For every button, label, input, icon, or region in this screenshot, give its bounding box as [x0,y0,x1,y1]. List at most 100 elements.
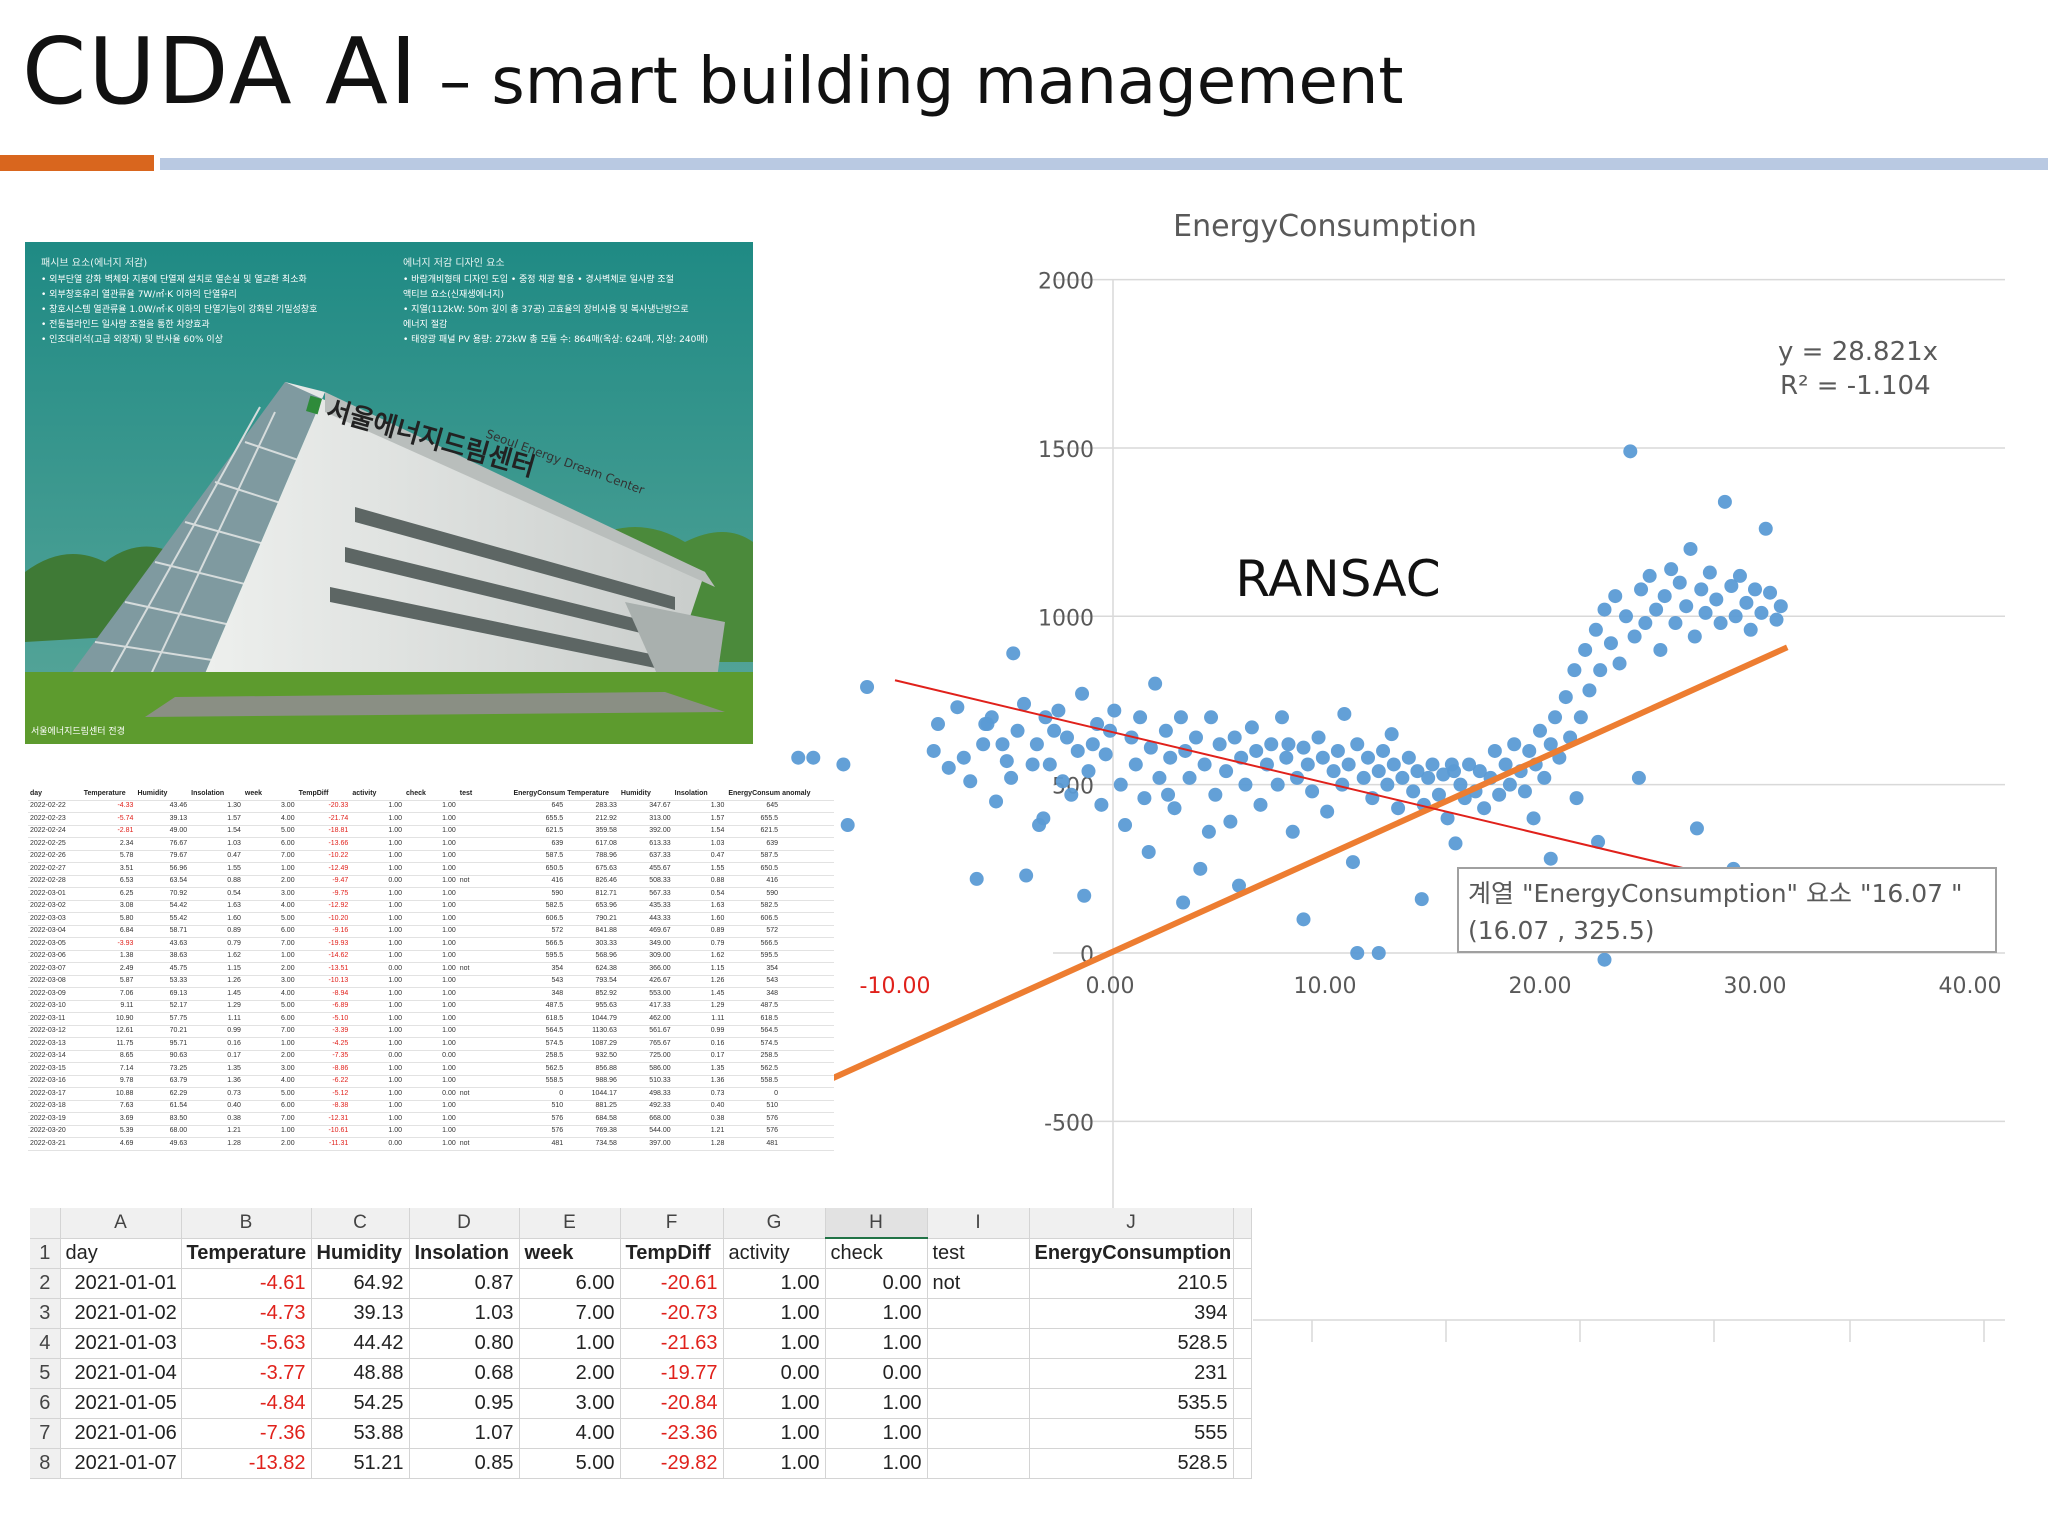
cell[interactable]: 1.00 [519,1328,621,1359]
data-point[interactable] [1161,787,1176,802]
data-point[interactable] [1634,582,1649,597]
column-header-h[interactable]: H [825,1208,928,1239]
cell[interactable]: 535.5 [1029,1388,1234,1419]
cell[interactable]: 4.00 [519,1418,621,1449]
data-point[interactable] [1285,824,1300,839]
data-point[interactable] [1326,764,1341,779]
cell[interactable] [927,1448,1030,1479]
cell[interactable]: 1.00 [723,1298,826,1329]
data-point[interactable] [1380,777,1395,792]
data-point[interactable] [1728,609,1743,624]
column-header-a[interactable]: A [60,1208,182,1239]
header-cell[interactable]: Humidity [311,1238,410,1269]
data-point[interactable] [1683,541,1698,556]
data-point[interactable] [1627,629,1642,644]
cell[interactable]: 1.00 [723,1388,826,1419]
data-point[interactable] [1060,730,1074,745]
data-point[interactable] [1573,710,1588,725]
cell[interactable]: 528.5 [1029,1328,1234,1359]
data-point[interactable] [1270,777,1285,792]
data-point[interactable] [1384,727,1399,742]
data-point[interactable] [1657,589,1672,604]
data-point[interactable] [963,774,978,789]
header-cell[interactable]: Insolation [409,1238,520,1269]
data-point[interactable] [1623,444,1638,459]
data-point[interactable] [1649,602,1664,617]
data-point[interactable] [840,818,855,833]
data-point[interactable] [1537,770,1552,785]
data-point[interactable] [1477,801,1492,816]
column-header-e[interactable]: E [519,1208,621,1239]
data-point[interactable] [1517,784,1532,799]
row-number[interactable]: 3 [30,1298,61,1329]
cell[interactable]: -5.63 [181,1328,312,1359]
row-number[interactable]: 2 [30,1268,61,1299]
data-point[interactable] [1279,750,1294,765]
data-point[interactable] [1567,663,1582,678]
cell[interactable]: 1.00 [825,1448,928,1479]
data-point[interactable] [1201,824,1216,839]
data-point[interactable] [1244,720,1259,735]
header-cell[interactable]: TempDiff [620,1238,724,1269]
cell[interactable]: -19.77 [620,1358,724,1389]
data-point[interactable] [1350,737,1365,752]
cell[interactable]: 0.00 [825,1358,928,1389]
data-point[interactable] [1391,801,1406,816]
data-point[interactable] [1453,777,1468,792]
data-point[interactable] [1223,814,1238,829]
header-cell[interactable]: week [519,1238,621,1269]
cell[interactable]: 2021-01-03 [60,1328,182,1359]
cell[interactable]: -4.73 [181,1298,312,1329]
header-cell[interactable]: test [927,1238,1030,1269]
data-point[interactable] [1694,582,1709,597]
cell[interactable]: 2021-01-01 [60,1268,182,1299]
data-point[interactable] [1019,868,1034,883]
cell[interactable]: 5.00 [519,1448,621,1479]
cell[interactable]: 1.03 [409,1298,520,1329]
cell[interactable]: 1.07 [409,1418,520,1449]
cell[interactable]: 54.25 [311,1388,410,1419]
data-point[interactable] [1141,844,1156,859]
data-point[interactable] [1182,770,1197,785]
data-point[interactable] [1687,629,1702,644]
column-header-i[interactable]: I [927,1208,1030,1239]
data-point[interactable] [1055,774,1070,789]
data-point[interactable] [1395,770,1410,785]
data-point[interactable] [1672,575,1687,590]
data-point[interactable] [1075,686,1090,701]
data-point[interactable] [1440,811,1455,826]
data-point[interactable] [791,750,806,765]
data-point[interactable] [1642,568,1657,583]
data-point[interactable] [1152,770,1167,785]
cell[interactable]: 48.88 [311,1358,410,1389]
data-point[interactable] [1118,818,1133,833]
data-point[interactable] [1376,743,1391,758]
column-header-b[interactable]: B [181,1208,312,1239]
data-point[interactable] [1238,777,1253,792]
header-cell[interactable]: activity [723,1238,826,1269]
data-point[interactable] [1763,585,1778,600]
data-point[interactable] [1492,787,1507,802]
data-point[interactable] [1006,646,1021,661]
cell[interactable]: not [927,1268,1030,1299]
cell[interactable]: 1.00 [825,1328,928,1359]
cell[interactable] [927,1328,1030,1359]
data-point[interactable] [1371,946,1386,960]
data-point[interactable] [1732,568,1747,583]
data-point[interactable] [1330,743,1345,758]
data-point[interactable] [1406,784,1421,799]
data-point[interactable] [1010,723,1025,738]
data-point[interactable] [1300,757,1315,772]
cell[interactable]: -7.36 [181,1418,312,1449]
data-point[interactable] [1533,723,1547,738]
cell[interactable]: 51.21 [311,1448,410,1479]
data-point[interactable] [1689,821,1704,836]
data-point[interactable] [1189,730,1203,745]
data-point[interactable] [1597,952,1612,967]
header-cell[interactable]: Temperature [181,1238,312,1269]
data-point[interactable] [836,757,851,772]
data-point[interactable] [1197,757,1212,772]
data-point[interactable] [1603,636,1618,651]
cell[interactable]: 44.42 [311,1328,410,1359]
data-point[interactable] [1608,589,1623,604]
